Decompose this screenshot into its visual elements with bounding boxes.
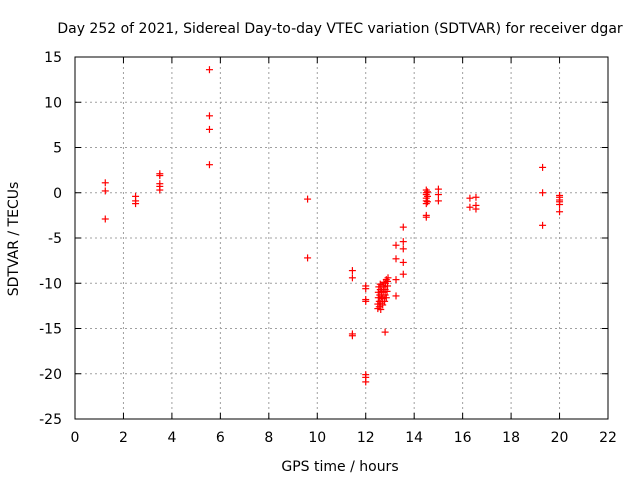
x-tick-label: 10 xyxy=(308,430,326,446)
y-axis-label: SDTVAR / TECUs xyxy=(6,182,22,297)
data-point xyxy=(399,270,407,278)
data-points xyxy=(101,66,564,386)
x-tick-label: 14 xyxy=(405,430,423,446)
data-point xyxy=(381,297,389,305)
axes: 0 2 4 6 8 10 12 14 16 18 20 22 15 10 5 0 -5 -10 -15 -20 -25 xyxy=(39,50,617,446)
data-point xyxy=(399,245,407,253)
data-point xyxy=(101,187,109,195)
x-tick-label: 22 xyxy=(599,430,617,446)
data-point xyxy=(205,66,213,74)
data-point xyxy=(466,194,474,202)
y-tick-label: 5 xyxy=(53,141,62,157)
grid-lines xyxy=(75,57,608,419)
x-tick-label: 6 xyxy=(216,430,225,446)
data-point xyxy=(399,238,407,246)
data-point xyxy=(539,221,547,229)
x-tick-label: 12 xyxy=(357,430,375,446)
data-point xyxy=(539,163,547,171)
data-point xyxy=(132,200,140,208)
data-point xyxy=(556,208,564,216)
data-point xyxy=(392,255,400,263)
data-point xyxy=(434,191,442,199)
data-point xyxy=(382,294,390,302)
data-point xyxy=(392,276,400,284)
data-point xyxy=(348,274,356,282)
data-point xyxy=(205,112,213,120)
data-point xyxy=(348,267,356,275)
data-point xyxy=(399,223,407,231)
data-point xyxy=(466,203,474,211)
x-tick-label: 20 xyxy=(551,430,569,446)
y-tick-label: -10 xyxy=(39,276,62,292)
y-tick-label: -15 xyxy=(39,322,62,338)
y-tick-label: -25 xyxy=(39,412,62,428)
data-point xyxy=(381,328,389,336)
x-tick-label: 18 xyxy=(502,430,520,446)
data-point xyxy=(539,189,547,197)
x-tick-label: 4 xyxy=(167,430,176,446)
data-point xyxy=(377,305,385,313)
data-point xyxy=(348,332,356,340)
data-point xyxy=(392,241,400,249)
data-point xyxy=(379,301,387,309)
x-tick-label: 2 xyxy=(119,430,128,446)
y-tick-label: -5 xyxy=(48,231,62,247)
y-tick-label: 0 xyxy=(53,186,62,202)
x-tick-label: 0 xyxy=(71,430,80,446)
data-point xyxy=(434,197,442,205)
x-tick-label: 16 xyxy=(454,430,472,446)
data-point xyxy=(384,274,392,282)
x-tick-label: 8 xyxy=(264,430,273,446)
data-point xyxy=(304,195,312,203)
data-point xyxy=(101,179,109,187)
data-point xyxy=(472,193,480,201)
y-tick-label: 10 xyxy=(44,95,62,111)
data-point xyxy=(362,378,370,386)
x-axis-label: GPS time / hours xyxy=(281,459,398,475)
data-point xyxy=(156,172,164,180)
data-point xyxy=(472,205,480,213)
data-point xyxy=(392,292,400,300)
y-tick-label: -20 xyxy=(39,367,62,383)
data-point xyxy=(424,198,432,206)
data-point xyxy=(399,258,407,266)
data-point xyxy=(304,254,312,262)
data-point xyxy=(362,297,370,305)
chart-title: Day 252 of 2021, Sidereal Day-to-day VTE… xyxy=(57,21,623,37)
data-point xyxy=(556,201,564,209)
data-point xyxy=(205,125,213,133)
data-point xyxy=(422,213,430,221)
data-point xyxy=(156,186,164,194)
y-tick-label: 15 xyxy=(44,50,62,66)
data-point xyxy=(205,161,213,169)
data-point xyxy=(101,215,109,223)
data-point xyxy=(362,285,370,293)
